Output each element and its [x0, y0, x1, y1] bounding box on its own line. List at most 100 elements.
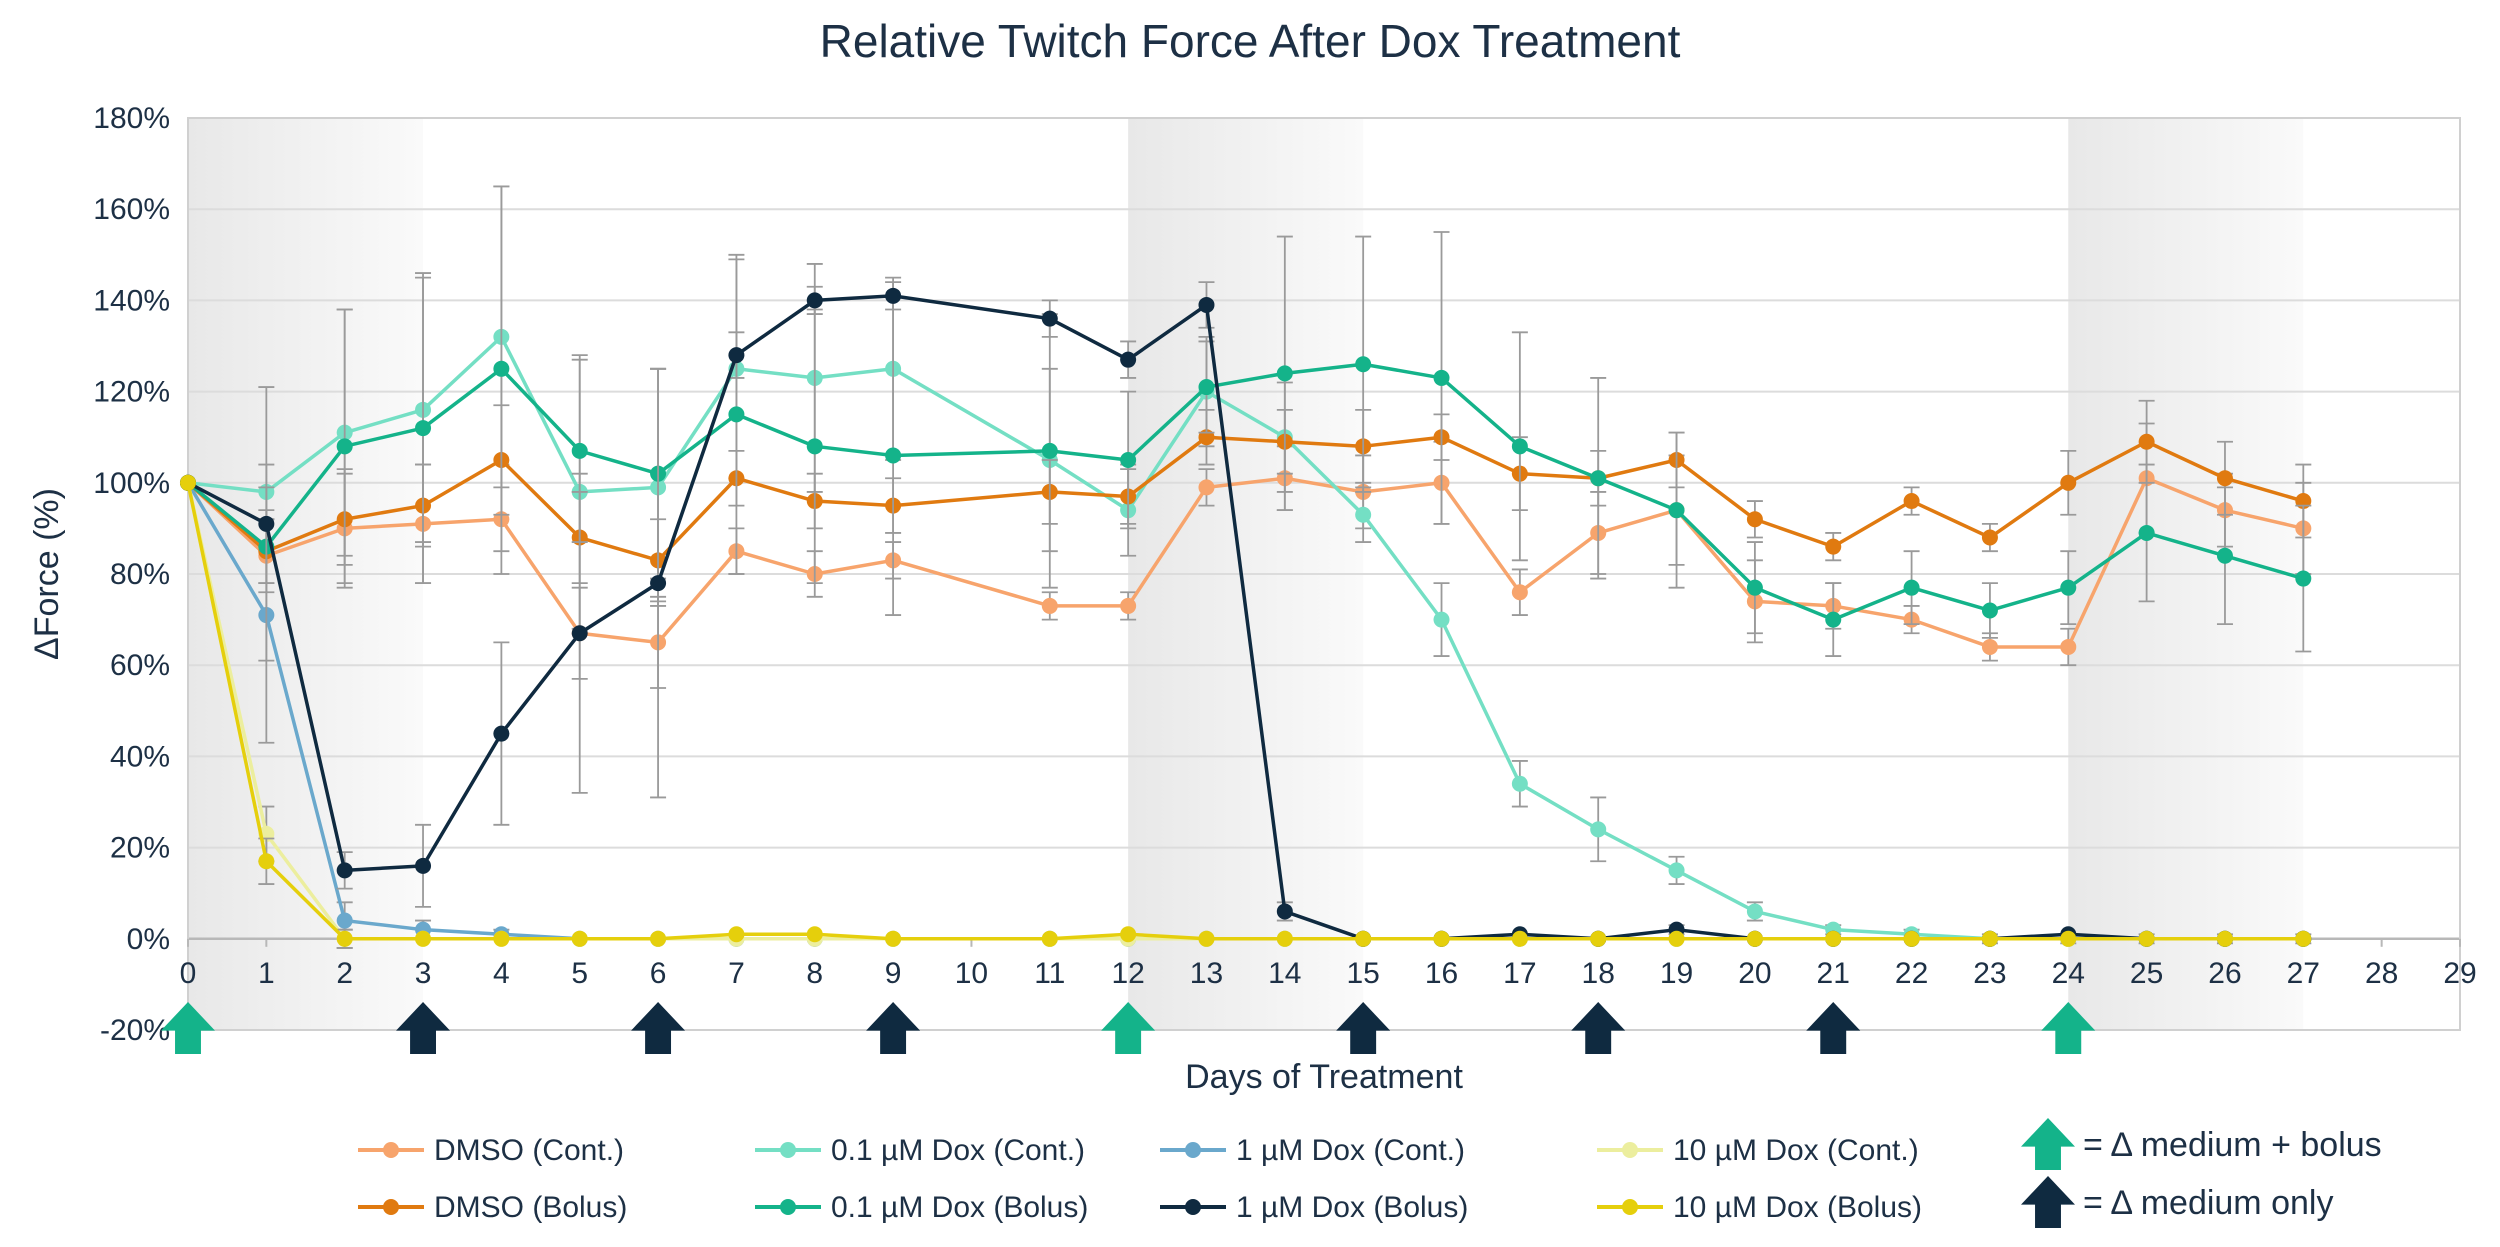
x-tick-label: 7: [728, 957, 745, 990]
x-tick-label: 22: [1895, 957, 1928, 990]
x-tick-label: 4: [493, 957, 510, 990]
legend-swatch-marker: [383, 1142, 399, 1158]
legend-swatch-marker: [1622, 1199, 1638, 1215]
data-point: [415, 857, 432, 874]
data-point: [1511, 438, 1528, 455]
y-tick-label: 180%: [93, 102, 170, 135]
data-point: [180, 474, 196, 491]
arrow-medium-only-icon: [1806, 1002, 1861, 1054]
series-5: [180, 185, 2312, 657]
data-point: [336, 438, 353, 455]
y-tick-label: 40%: [110, 740, 170, 773]
y-tick-label: -20%: [100, 1014, 170, 1047]
series-layer: [180, 185, 2312, 949]
legend-arrow-medium-bolus-icon: [2021, 1118, 2075, 1170]
data-point: [1668, 502, 1685, 519]
y-tick-label: 20%: [110, 832, 170, 865]
data-point: [1825, 611, 1842, 628]
data-point: [1433, 930, 1450, 947]
x-tick-label: 1: [258, 957, 275, 990]
legend-swatch-marker: [780, 1142, 796, 1158]
data-point: [1433, 369, 1450, 386]
x-tick-label: 14: [1268, 957, 1301, 990]
data-point: [1668, 862, 1685, 879]
x-tick-label: 9: [885, 957, 902, 990]
data-point: [571, 442, 588, 459]
data-point: [1041, 442, 1058, 459]
arrow-medium-only-icon: [1571, 1002, 1626, 1054]
data-point: [571, 930, 588, 947]
y-axis-label: ΔForce (%): [28, 488, 66, 660]
data-point: [1746, 511, 1763, 528]
data-point: [1981, 638, 1998, 655]
data-point: [1276, 930, 1293, 947]
data-point: [336, 862, 353, 879]
legend-swatch-marker: [383, 1199, 399, 1215]
x-tick-label: 13: [1190, 957, 1223, 990]
x-tick-labels: 0 1 2 3 4 5 6 7 8 9 10 11 12 13 14 15 16 17 18 19 20 21 22 23 24…: [180, 938, 2477, 990]
data-point: [2138, 433, 2155, 450]
y-tick-label: 160%: [93, 193, 170, 226]
data-point: [1041, 310, 1058, 327]
x-tick-label: 6: [650, 957, 667, 990]
data-point: [1746, 579, 1763, 596]
data-point: [1355, 506, 1372, 523]
data-point: [1981, 602, 1998, 619]
data-point: [1981, 930, 1998, 947]
data-point: [1198, 479, 1215, 496]
data-point: [1433, 611, 1450, 628]
legend-swatch-marker: [1185, 1142, 1201, 1158]
series-7: [180, 474, 2312, 949]
x-tick-label: 21: [1817, 957, 1850, 990]
data-point: [1276, 365, 1293, 382]
arrow-legend-label: = Δ medium only: [2083, 1184, 2333, 1222]
data-point: [806, 926, 823, 943]
y-tick-label: 100%: [93, 467, 170, 500]
arrow-medium-bolus-icon: [2041, 1002, 2096, 1054]
legend-item-label: DMSO (Cont.): [434, 1134, 624, 1167]
data-point: [571, 625, 588, 642]
data-point: [806, 292, 823, 309]
data-point: [885, 930, 902, 947]
data-point: [650, 575, 667, 592]
data-point: [1746, 930, 1763, 947]
data-point: [336, 930, 353, 947]
arrow-legend-label: = Δ medium + bolus: [2083, 1126, 2382, 1164]
data-point: [2216, 930, 2233, 947]
plot-border: [187, 117, 2461, 1031]
legend-swatch-marker: [1185, 1199, 1201, 1215]
x-tick-label: 29: [2443, 957, 2476, 990]
data-point: [415, 420, 432, 437]
x-tick-label: 26: [2208, 957, 2241, 990]
data-point: [1120, 452, 1137, 468]
data-point: [885, 287, 902, 304]
data-point: [1355, 356, 1372, 373]
x-tick-label: 12: [1111, 957, 1144, 990]
legend-swatch-marker: [1622, 1142, 1638, 1158]
arrow-markers: [161, 1002, 2096, 1054]
arrow-medium-only-icon: [866, 1002, 921, 1054]
y-tick-label: 140%: [93, 284, 170, 317]
data-point: [493, 360, 510, 377]
data-point: [2060, 474, 2077, 491]
data-point: [493, 930, 510, 947]
legend-swatch-marker: [780, 1199, 796, 1215]
x-tick-label: 2: [336, 957, 353, 990]
arrow-legend: = Δ medium + bolus = Δ medium only: [2021, 1118, 2382, 1228]
x-tick-label: 17: [1503, 957, 1536, 990]
x-tick-label: 16: [1425, 957, 1458, 990]
data-point: [1511, 930, 1528, 947]
x-tick-label: 25: [2130, 957, 2163, 990]
data-point: [650, 930, 667, 947]
data-point: [2216, 470, 2233, 487]
x-tick-label: 18: [1582, 957, 1615, 990]
arrow-medium-only-icon: [396, 1002, 451, 1054]
data-point: [1746, 903, 1763, 920]
legend-item-label: DMSO (Bolus): [434, 1191, 627, 1224]
data-point: [1668, 930, 1685, 947]
data-point: [1276, 903, 1293, 920]
data-point: [2060, 930, 2077, 947]
chart-title: Relative Twitch Force After Dox Treatmen…: [819, 15, 1681, 67]
legend-item-label: 10 µM Dox (Cont.): [1673, 1134, 1919, 1167]
data-point: [2138, 524, 2155, 541]
